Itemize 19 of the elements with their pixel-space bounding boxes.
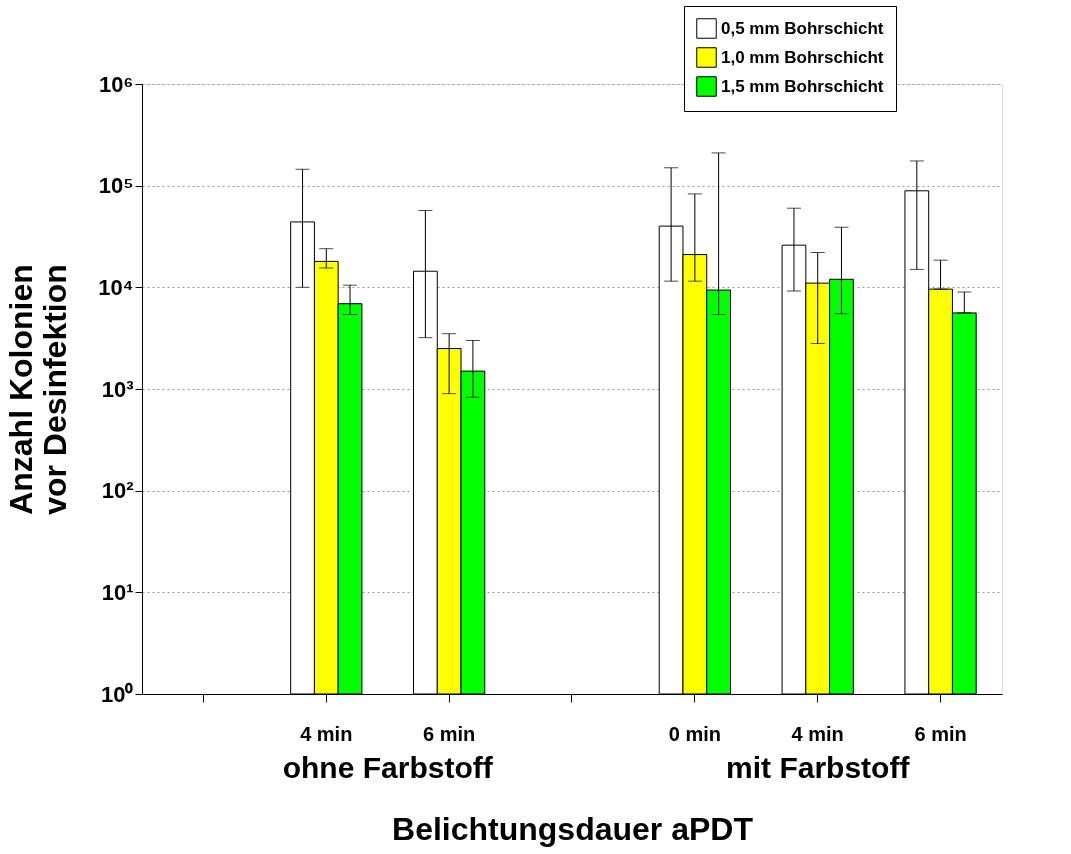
x-axis-title: Belichtungsdauer aPDT bbox=[392, 810, 754, 847]
y-tick-label: 10³ bbox=[101, 376, 134, 402]
y-tick-label: 10⁰ bbox=[101, 681, 134, 707]
text: ohne Farbstoff bbox=[282, 751, 494, 784]
x-tick-label: 6 min bbox=[914, 722, 967, 745]
y-tick-label: 10⁶ bbox=[98, 71, 134, 97]
y-tick-label: 10¹ bbox=[101, 579, 134, 605]
y-tick-label: 10⁴ bbox=[98, 274, 134, 300]
legend-label: 0,5 mm Bohrschicht bbox=[721, 18, 884, 38]
legend-label: 1,5 mm Bohrschicht bbox=[721, 76, 884, 96]
x-tick-label: 0 min bbox=[668, 722, 721, 745]
x-tick-label: 6 min bbox=[423, 722, 476, 745]
text: mit Farbstoff bbox=[726, 751, 911, 784]
x-tick-label: 4 min bbox=[791, 722, 844, 745]
x-tick-label: 4 min bbox=[300, 722, 353, 745]
y-axis-title: Anzahl Kolonien vor Desinfektion bbox=[3, 264, 74, 515]
y-tick-label: 10² bbox=[101, 478, 134, 504]
y-tick-label: 10⁵ bbox=[98, 173, 134, 199]
legend-label: 1,0 mm Bohrschicht bbox=[721, 47, 884, 67]
